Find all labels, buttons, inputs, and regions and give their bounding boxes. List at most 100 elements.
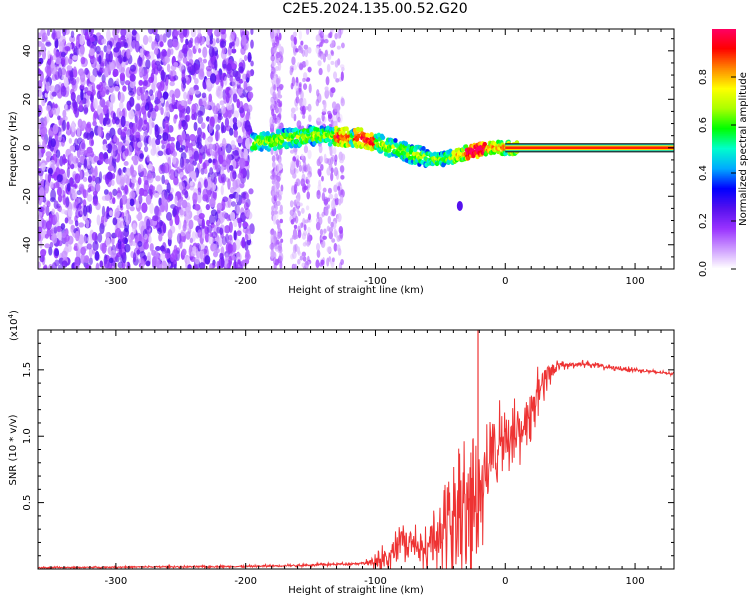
colorbar-step bbox=[712, 37, 736, 40]
noise-speckle bbox=[178, 103, 183, 113]
colorbar-step bbox=[712, 73, 736, 76]
noise-speckle bbox=[316, 249, 321, 258]
noise-speckle bbox=[206, 224, 213, 233]
colorbar-step bbox=[712, 39, 736, 42]
noise-speckle bbox=[303, 145, 309, 154]
noise-speckle bbox=[60, 223, 66, 230]
noise-speckle bbox=[209, 116, 215, 127]
noise-speckle bbox=[186, 256, 190, 266]
noise-speckle bbox=[88, 48, 95, 56]
noise-speckle bbox=[322, 187, 327, 193]
chart-title: C2E5.2024.135.00.52.G20 bbox=[282, 1, 468, 17]
noise-speckle bbox=[66, 182, 71, 192]
noise-speckle bbox=[294, 263, 298, 269]
noise-speckle bbox=[113, 35, 118, 41]
noise-speckle bbox=[65, 196, 70, 208]
noise-speckle bbox=[61, 29, 67, 37]
noise-speckle bbox=[318, 216, 323, 226]
snr-series-line bbox=[38, 359, 674, 569]
noise-speckle bbox=[270, 46, 274, 55]
noise-speckle bbox=[324, 86, 329, 92]
noise-speckle bbox=[41, 162, 46, 172]
noise-speckle bbox=[295, 158, 300, 168]
noise-speckle bbox=[182, 29, 188, 37]
noise-speckle bbox=[129, 198, 135, 207]
noise-speckle bbox=[111, 179, 115, 186]
noise-speckle bbox=[300, 154, 304, 160]
noise-speckle bbox=[187, 264, 192, 269]
noise-speckle bbox=[159, 204, 166, 213]
carrier-sample bbox=[327, 141, 333, 147]
noise-speckle bbox=[209, 197, 216, 208]
noise-speckle bbox=[163, 120, 170, 128]
noise-speckle bbox=[144, 102, 150, 111]
colorbar-step bbox=[712, 173, 736, 176]
noise-speckle bbox=[306, 191, 311, 200]
snr-plot-area bbox=[38, 330, 674, 569]
noise-speckle bbox=[66, 65, 73, 71]
noise-speckle bbox=[68, 138, 73, 144]
noise-speckle bbox=[307, 66, 312, 73]
colorbar-step bbox=[712, 261, 736, 264]
noise-speckle bbox=[57, 230, 63, 241]
noise-speckle bbox=[242, 73, 246, 83]
colorbar-step bbox=[712, 119, 736, 122]
noise-speckle bbox=[173, 263, 177, 269]
colorbar-step bbox=[712, 255, 736, 258]
noise-speckle bbox=[129, 64, 137, 72]
noise-speckle bbox=[175, 140, 181, 151]
noise-speckle bbox=[194, 77, 199, 85]
noise-speckle bbox=[112, 112, 116, 120]
noise-speckle bbox=[145, 194, 152, 205]
colorbar-step bbox=[712, 149, 736, 152]
noise-speckle bbox=[271, 190, 275, 197]
noise-speckle bbox=[47, 50, 51, 60]
noise-speckle bbox=[75, 34, 80, 46]
noise-speckle bbox=[59, 35, 66, 44]
noise-speckle bbox=[75, 204, 82, 210]
noise-speckle bbox=[153, 74, 158, 86]
noise-speckle bbox=[234, 152, 240, 162]
carrier-sample bbox=[411, 151, 417, 157]
noise-speckle bbox=[174, 114, 178, 120]
noise-speckle bbox=[95, 262, 100, 269]
noise-speckle bbox=[54, 103, 58, 109]
noise-speckle bbox=[172, 38, 179, 48]
noise-speckle bbox=[270, 174, 275, 180]
noise-speckle bbox=[164, 56, 171, 64]
noise-speckle bbox=[323, 153, 327, 164]
noise-speckle bbox=[178, 119, 183, 130]
y-tick-label: 40 bbox=[22, 44, 33, 57]
noise-speckle bbox=[194, 36, 200, 46]
noise-speckle bbox=[138, 257, 145, 265]
colorbar-step bbox=[712, 77, 736, 80]
noise-speckle bbox=[94, 250, 100, 261]
carrier-sample bbox=[280, 138, 285, 144]
noise-speckle bbox=[70, 30, 75, 39]
noise-speckle bbox=[226, 162, 231, 173]
noise-speckle bbox=[234, 71, 241, 82]
noise-speckle bbox=[154, 125, 161, 136]
noise-speckle bbox=[322, 235, 327, 240]
noise-speckle bbox=[224, 224, 231, 234]
noise-speckle bbox=[236, 119, 241, 129]
noise-speckle bbox=[157, 227, 163, 235]
noise-speckle bbox=[99, 153, 104, 165]
noise-speckle bbox=[279, 100, 283, 108]
noise-speckle bbox=[222, 196, 229, 203]
snr-multiplier-base: (x10 bbox=[9, 318, 20, 341]
noise-speckle bbox=[276, 51, 281, 59]
noise-speckle bbox=[216, 202, 223, 211]
noise-speckle bbox=[320, 164, 324, 171]
carrier-sample bbox=[294, 138, 300, 144]
noise-speckle bbox=[139, 134, 144, 142]
colorbar-label: Normalized spectral amplitude bbox=[738, 72, 749, 226]
noise-speckle bbox=[211, 231, 218, 239]
noise-speckle bbox=[275, 106, 279, 114]
colorbar-step bbox=[712, 113, 736, 116]
noise-speckle bbox=[216, 103, 221, 112]
noise-speckle bbox=[294, 82, 299, 92]
noise-speckle bbox=[330, 172, 334, 182]
noise-speckle bbox=[162, 223, 167, 234]
